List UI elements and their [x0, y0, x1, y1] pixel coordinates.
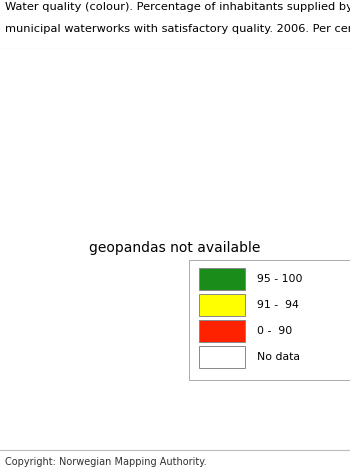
Text: Water quality (colour). Percentage of inhabitants supplied by: Water quality (colour). Percentage of in…	[5, 2, 350, 13]
Text: municipal waterworks with satisfactory quality. 2006. Per cent: municipal waterworks with satisfactory q…	[5, 24, 350, 34]
Text: 91 -  94: 91 - 94	[257, 300, 299, 310]
Bar	[199, 294, 245, 316]
Bar	[199, 346, 245, 368]
FancyBboxPatch shape	[189, 260, 350, 380]
Text: geopandas not available: geopandas not available	[89, 242, 261, 255]
Text: Copyright: Norwegian Mapping Authority.: Copyright: Norwegian Mapping Authority.	[5, 457, 207, 467]
Text: 0 -  90: 0 - 90	[257, 326, 293, 336]
Bar	[199, 320, 245, 342]
Text: No data: No data	[257, 352, 300, 362]
Bar	[199, 268, 245, 290]
Text: 95 - 100: 95 - 100	[257, 274, 303, 284]
